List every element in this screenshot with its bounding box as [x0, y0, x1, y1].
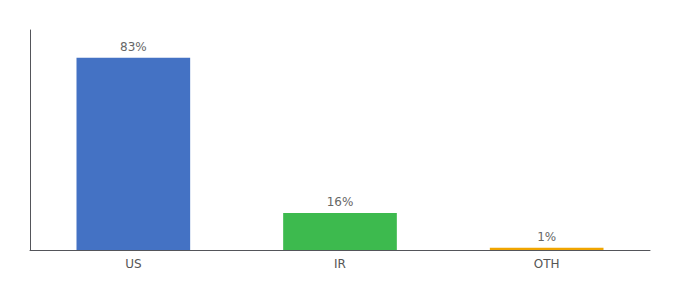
svg-text:IR: IR — [334, 257, 346, 271]
svg-text:16%: 16% — [327, 195, 354, 209]
svg-text:83%: 83% — [120, 40, 147, 54]
svg-text:1%: 1% — [537, 230, 556, 244]
svg-text:OTH: OTH — [534, 257, 560, 271]
svg-text:US: US — [125, 257, 141, 271]
